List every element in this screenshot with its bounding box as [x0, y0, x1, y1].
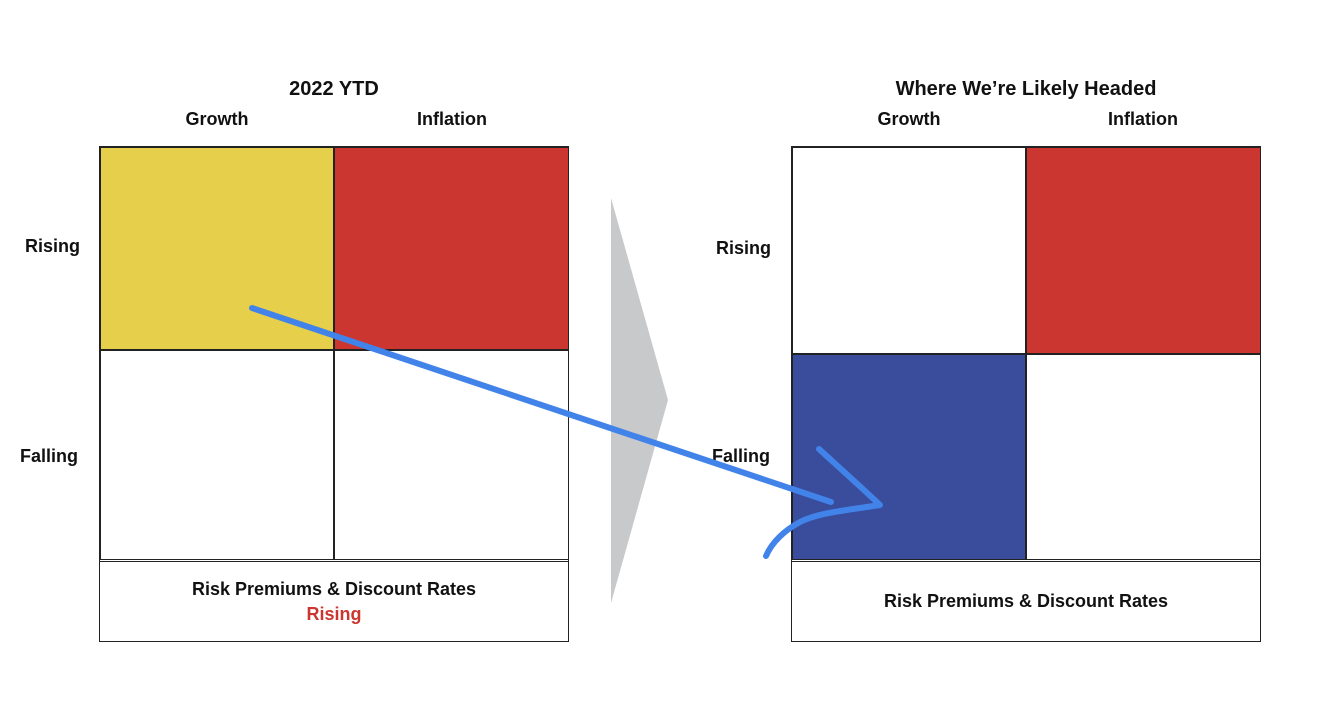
right-footer-label: Risk Premiums & Discount Rates — [883, 591, 1169, 611]
right-cell-falling-growth — [792, 354, 1026, 560]
right-cell-rising-inflation — [1026, 147, 1261, 354]
right-panel-title: Where We’re Likely Headed — [895, 78, 1157, 100]
left-panel-title: 2022 YTD — [289, 78, 379, 100]
right-row-header-falling: Falling — [712, 446, 770, 466]
chevron-arrow-shape — [611, 198, 668, 603]
left-footer-label: Risk Premiums & Discount Rates — [191, 578, 477, 599]
left-row-header-falling: Falling — [20, 446, 78, 466]
right-col-header-inflation: Inflation — [1108, 109, 1178, 129]
right-cell-rising-growth — [792, 147, 1026, 354]
left-col-header-growth: Growth — [185, 109, 249, 129]
left-row-header-rising: Rising — [25, 236, 81, 256]
left-cell-falling-growth — [100, 350, 334, 560]
left-cell-rising-inflation — [334, 147, 569, 350]
left-cell-falling-inflation — [334, 350, 569, 560]
right-row-header-rising: Rising — [716, 238, 772, 258]
left-footer-box: Risk Premiums & Discount Rates Rising — [99, 562, 569, 642]
right-cell-falling-inflation — [1026, 354, 1261, 560]
right-footer-box: Risk Premiums & Discount Rates — [791, 562, 1261, 642]
left-quadrant-grid — [99, 146, 569, 562]
left-col-header-inflation: Inflation — [417, 109, 487, 129]
right-col-header-growth: Growth — [877, 109, 941, 129]
right-quadrant-grid — [791, 146, 1261, 562]
left-cell-rising-growth — [100, 147, 334, 350]
left-footer-status: Rising — [306, 603, 362, 624]
